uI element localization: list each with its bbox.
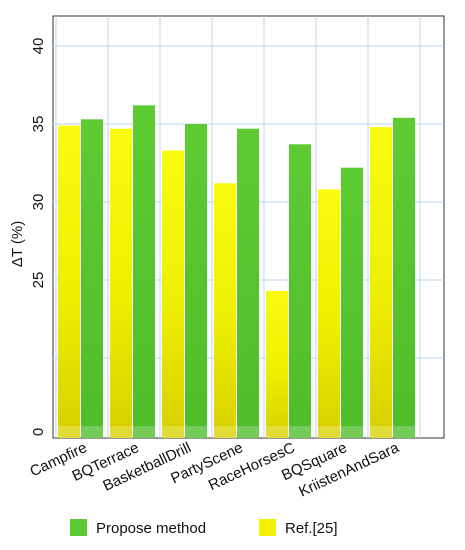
propose-bar — [81, 119, 103, 438]
propose-bar — [237, 128, 259, 438]
propose-bar — [289, 144, 311, 438]
bar-base-highlight — [214, 426, 236, 438]
y-axis-title: ΔT (%) — [9, 221, 26, 267]
y-tick-label: 40 — [30, 38, 47, 55]
category-labels: CampfireBQTerraceBasketballDrillPartySce… — [27, 439, 402, 500]
ref-bar — [214, 183, 236, 438]
y-tick-label: 30 — [30, 194, 47, 211]
y-tick-label: 0 — [30, 428, 47, 436]
ref-bar — [318, 189, 340, 438]
bar-base-highlight — [185, 426, 207, 438]
bar-base-highlight — [110, 426, 132, 438]
legend-label: Propose method — [96, 520, 206, 537]
propose-bar — [133, 105, 155, 438]
bar-base-highlight — [341, 426, 363, 438]
bar-base-highlight — [81, 426, 103, 438]
ref-bar — [370, 127, 392, 439]
bar-base-highlight — [237, 426, 259, 438]
propose-bar — [393, 117, 415, 438]
bar-base-highlight — [162, 426, 184, 438]
bar-base-highlight — [289, 426, 311, 438]
bar-base-highlight — [266, 426, 288, 438]
ref-bar — [266, 290, 288, 438]
legend-label: Ref.[25] — [285, 520, 338, 537]
y-tick-label: 35 — [30, 116, 47, 133]
legend-swatch-propose — [70, 519, 87, 536]
y-tick-label: 25 — [30, 272, 47, 289]
legend-swatch-ref — [259, 519, 276, 536]
legend: Propose method Ref.[25] — [70, 519, 338, 537]
propose-bar — [341, 167, 363, 438]
ref-bar — [110, 128, 132, 438]
bar-base-highlight — [133, 426, 155, 438]
y-tick-labels: 0 25 30 35 40 — [30, 38, 47, 437]
ref-bar — [162, 150, 184, 438]
bar-base-highlight — [58, 426, 80, 438]
propose-bar — [185, 124, 207, 438]
bar-base-highlight — [370, 426, 392, 438]
bar-base-highlight — [318, 426, 340, 438]
ref-bar — [58, 125, 80, 438]
bars — [58, 105, 415, 439]
bar-base-highlight — [393, 426, 415, 438]
